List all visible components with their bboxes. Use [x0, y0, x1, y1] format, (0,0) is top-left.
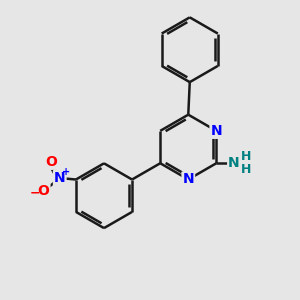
- Text: N: N: [228, 156, 240, 170]
- Text: +: +: [62, 167, 70, 177]
- Text: N: N: [54, 171, 66, 185]
- Text: O: O: [45, 155, 57, 169]
- Text: O: O: [38, 184, 50, 198]
- Text: N: N: [182, 172, 194, 186]
- Text: H: H: [241, 163, 251, 176]
- Text: H: H: [241, 150, 251, 163]
- Text: −: −: [30, 186, 40, 199]
- Text: N: N: [211, 124, 222, 138]
